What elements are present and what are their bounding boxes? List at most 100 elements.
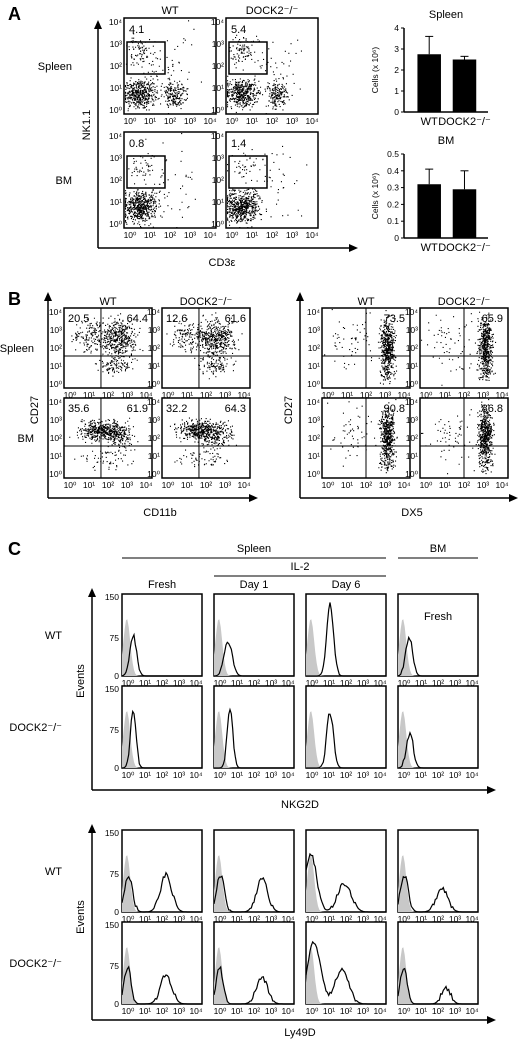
isotype-control-fill — [122, 711, 202, 768]
x-tick-label: 10² — [360, 480, 372, 490]
histogram-frame — [305, 829, 387, 913]
bar-0 — [417, 54, 441, 112]
bm-fresh-label: Fresh — [424, 611, 452, 623]
x-tick-label: 10² — [200, 390, 212, 400]
x-tick-label: 10⁴ — [281, 678, 294, 688]
y-tick-label: 10² — [308, 343, 320, 353]
chart-title: BM — [438, 135, 455, 147]
x-tick-label: 10¹ — [231, 678, 243, 688]
stain-histogram-line — [397, 875, 478, 913]
x-tick-label: 10⁰ — [124, 116, 137, 126]
x-tick-label: 10³ — [265, 914, 277, 924]
y-tick-label: 10¹ — [212, 197, 224, 207]
x-tick-label: 10⁴ — [237, 390, 250, 400]
x-tick-label: 10¹ — [246, 116, 258, 126]
x-tick-label: 10⁴ — [397, 480, 410, 490]
x-tick-label: 10¹ — [139, 678, 151, 688]
isotype-control-fill — [306, 619, 386, 676]
x-tick-label: 10² — [360, 390, 372, 400]
histogram-frame — [121, 593, 203, 677]
event-dots — [421, 311, 497, 386]
x-tick-label: 10² — [266, 116, 278, 126]
x-tick-label: 10⁴ — [373, 1006, 386, 1016]
y-tick-label: 10² — [406, 343, 418, 353]
row-label: DOCK2⁻/⁻ — [9, 958, 62, 970]
y-tick-label: 0 — [114, 763, 119, 773]
y-tick-label: 10¹ — [406, 451, 418, 461]
x-tick-label: 10¹ — [83, 480, 95, 490]
x-tick-label: 10¹ — [341, 390, 353, 400]
x-tick-label: 10² — [432, 678, 444, 688]
x-tick-label: 10³ — [379, 390, 391, 400]
quadrant-percentage: 90.8 — [384, 403, 405, 415]
y-tick-label: 10⁴ — [49, 397, 62, 407]
y-tick-label: 75 — [110, 869, 120, 879]
stain-histogram-line — [305, 940, 386, 1005]
quadrant-percentage: 35.6 — [68, 403, 89, 415]
x-tick-label: 10¹ — [144, 230, 156, 240]
y-tick-label: 75 — [110, 725, 120, 735]
x-tick-label: 10⁴ — [237, 480, 250, 490]
x-tick-label: 10¹ — [439, 390, 451, 400]
panel-letter-a: A — [8, 4, 21, 24]
y-axis-label: NK1.1 — [81, 110, 93, 141]
y-tick-label: 10⁰ — [109, 105, 122, 115]
x-tick-label: 10⁴ — [495, 480, 508, 490]
y-tick-label: 10¹ — [406, 361, 418, 371]
x-tick-label: 10⁰ — [214, 678, 227, 688]
x-tick-label: 10³ — [219, 480, 231, 490]
stain-histogram-line — [214, 707, 294, 769]
row-label: WT — [45, 630, 62, 642]
y-tick-label: 10⁴ — [211, 17, 224, 27]
x-tick-label: 10³ — [184, 116, 196, 126]
histogram-frame — [397, 593, 479, 677]
x-tick-label: 10¹ — [341, 480, 353, 490]
x-tick-label: 10⁴ — [189, 678, 202, 688]
nk-gate — [126, 41, 166, 75]
y-tick-label: 10⁴ — [211, 131, 224, 141]
quadrant-percentage: 86.8 — [482, 403, 503, 415]
histogram: 10⁰ 10¹ 10² 10³ 10⁴ — [213, 593, 295, 688]
quadrant-percentage: 64.3 — [225, 403, 246, 415]
y-tick-label: 10² — [212, 175, 224, 185]
gate-percentage: 5.4 — [231, 24, 246, 36]
x-tick-label: 10⁴ — [203, 230, 216, 240]
histogram: 10⁰ 10¹ 10² 10³ 10⁴ — [397, 921, 479, 1016]
histogram: 10⁰ 10¹ 10² 10³ 10⁴ — [397, 829, 479, 924]
stain-histogram-line — [213, 875, 294, 913]
chart-category-label: DOCK2⁻/⁻ — [438, 242, 491, 254]
column-label: DOCK2⁻/⁻ — [246, 5, 299, 17]
y-tick-label: 10⁰ — [147, 379, 160, 389]
isotype-control-fill — [306, 947, 386, 1004]
y-tick-label: 10⁴ — [109, 17, 122, 27]
x-tick-label: 10⁰ — [420, 390, 433, 400]
y-tick-label: 10³ — [212, 39, 224, 49]
y-tick-label: 10⁰ — [307, 469, 320, 479]
y-tick-label: 0 — [114, 671, 119, 681]
x-tick-label: 10⁰ — [398, 914, 411, 924]
chart-y-tick-label: 4 — [394, 23, 399, 33]
column-label: WT — [161, 5, 178, 17]
x-tick-label: 10⁰ — [322, 480, 335, 490]
y-axis-label: CD27 — [29, 396, 41, 424]
x-tick-label: 10² — [340, 770, 352, 780]
y-tick-label: 10² — [148, 433, 160, 443]
x-axis-label: NKG2D — [281, 799, 319, 811]
y-tick-label: 10⁰ — [211, 105, 224, 115]
x-tick-label: 10⁰ — [226, 116, 239, 126]
x-tick-label: 10⁰ — [398, 770, 411, 780]
bar-1 — [452, 189, 477, 238]
isotype-control-fill — [398, 711, 478, 768]
x-tick-label: 10³ — [379, 480, 391, 490]
y-axis-arrow-head — [88, 588, 96, 597]
x-tick-label: 10¹ — [415, 1006, 427, 1016]
x-tick-label: 10³ — [173, 678, 185, 688]
isotype-control-fill — [122, 947, 202, 1004]
event-dots — [69, 417, 139, 471]
histogram-frame — [121, 921, 203, 1005]
bar-1 — [452, 59, 477, 112]
column-label: WT — [99, 296, 116, 308]
